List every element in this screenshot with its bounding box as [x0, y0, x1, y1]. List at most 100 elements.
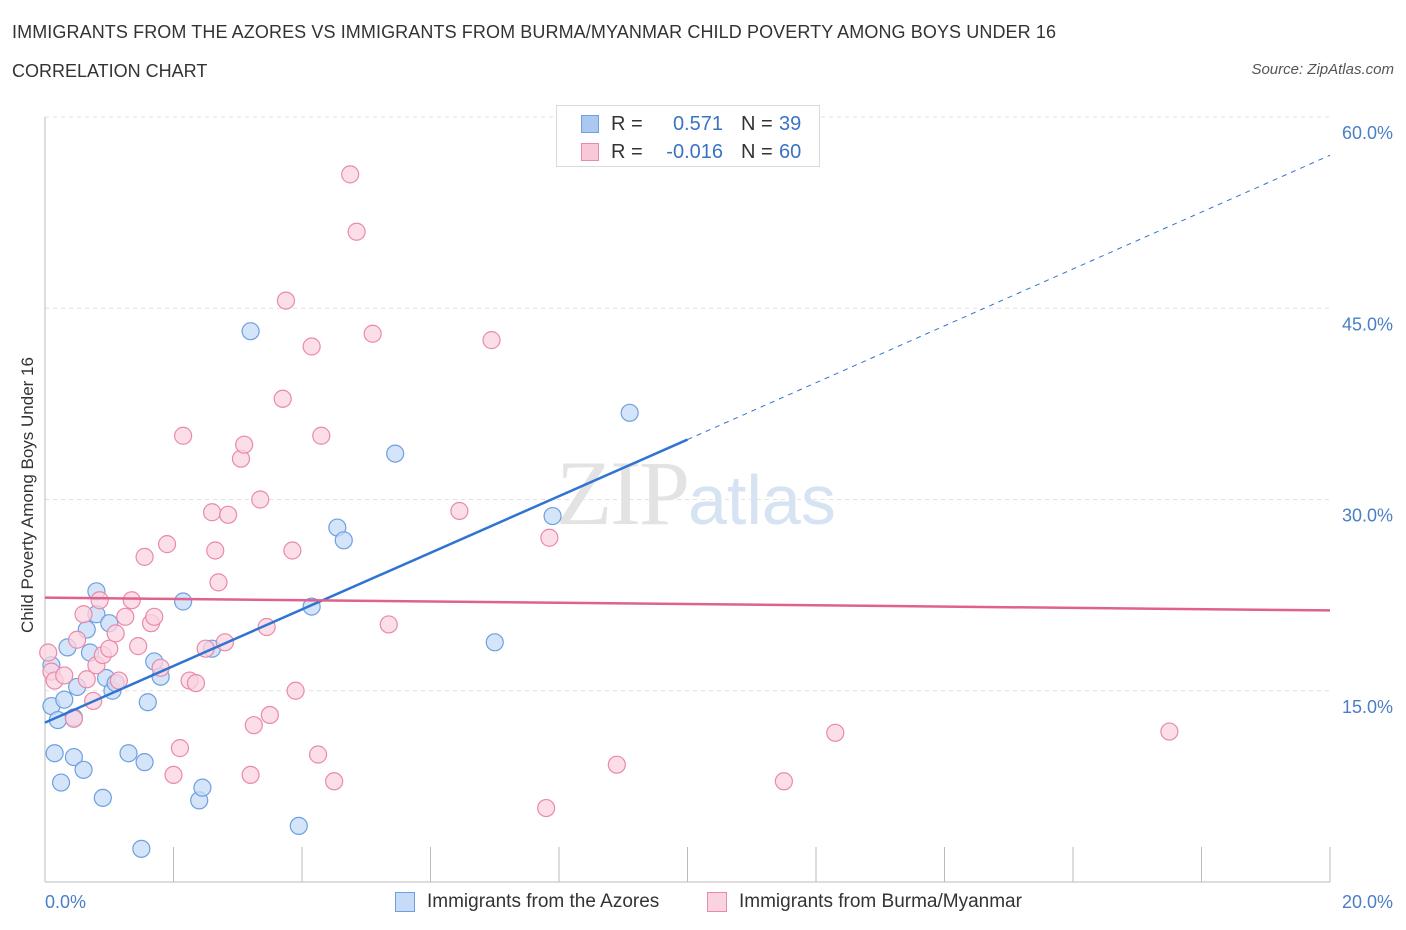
legend-n-value: 39	[779, 112, 802, 135]
point-azores	[93, 788, 112, 807]
point-burma	[74, 605, 93, 624]
point-burma	[39, 643, 58, 662]
legend-row-azores: R = 0.571 N = 39	[581, 112, 801, 136]
point-azores	[543, 506, 562, 526]
point-azores	[74, 760, 93, 779]
x-tick-label: 20.0%	[1342, 892, 1393, 912]
y-tick-label: 45.0%	[1342, 314, 1393, 334]
trend-line-burma	[44, 596, 1331, 612]
y-axis-label: Child Poverty Among Boys Under 16	[18, 357, 37, 633]
trend-line-azores	[44, 438, 689, 724]
point-azores	[138, 693, 157, 712]
point-burma	[302, 337, 321, 356]
point-burma	[260, 705, 279, 725]
point-burma	[379, 615, 398, 634]
legend-n-label: N =	[741, 112, 773, 135]
point-azores	[51, 773, 71, 792]
y-tick-label: 15.0%	[1342, 697, 1393, 717]
bottom-legend-label-azores: Immigrants from the Azores	[427, 891, 660, 912]
point-burma	[244, 716, 263, 735]
point-burma	[450, 501, 469, 521]
point-burma	[129, 637, 148, 656]
point-burma	[206, 541, 225, 560]
point-azores	[45, 744, 64, 763]
point-burma	[312, 426, 331, 445]
point-burma	[482, 331, 501, 350]
point-burma	[286, 681, 305, 700]
bottom-legend-azores: Immigrants from the Azores	[395, 889, 659, 915]
legend-swatch-burma	[581, 143, 599, 161]
point-burma	[363, 324, 382, 343]
correlation-legend: R = 0.571 N = 39 R = -0.016 N = 60	[556, 105, 820, 167]
point-burma	[235, 435, 254, 454]
point-burma	[251, 490, 270, 509]
chart-title: IMMIGRANTS FROM THE AZORES VS IMMIGRANTS…	[12, 22, 1057, 42]
point-azores	[55, 690, 74, 709]
point-azores	[193, 778, 212, 797]
point-burma	[145, 607, 164, 626]
point-burma	[135, 547, 154, 566]
legend-swatch-azores	[581, 115, 599, 133]
legend-r-value: 0.571	[672, 112, 723, 135]
point-burma	[209, 573, 228, 592]
point-burma	[164, 765, 183, 785]
bottom-legend-swatch-burma	[707, 892, 727, 912]
point-burma	[607, 755, 626, 774]
x-tick-label: 0.0%	[45, 892, 86, 912]
point-burma	[106, 624, 125, 643]
point-azores	[174, 592, 193, 611]
point-burma	[308, 745, 328, 764]
point-burma	[1160, 722, 1179, 741]
y-tick-label: 60.0%	[1342, 123, 1393, 143]
point-azores	[485, 633, 504, 652]
point-burma	[273, 389, 292, 408]
point-burma	[170, 739, 190, 758]
point-burma	[283, 541, 302, 560]
legend-n-label: N =	[741, 140, 773, 163]
point-burma	[202, 503, 222, 522]
watermark-zip: ZIP	[556, 442, 690, 544]
point-burma	[77, 670, 96, 689]
point-burma	[774, 772, 793, 791]
point-azores	[334, 531, 353, 550]
bottom-legend-burma: Immigrants from Burma/Myanmar	[707, 889, 1022, 915]
point-azores	[289, 816, 308, 836]
point-burma	[537, 798, 556, 818]
point-burma	[186, 673, 206, 693]
point-azores	[386, 444, 405, 463]
point-burma	[276, 291, 296, 310]
point-azores	[64, 747, 84, 767]
point-azores	[119, 744, 138, 763]
point-burma	[241, 765, 260, 785]
source-credit: Source: ZipAtlas.com	[1251, 61, 1394, 78]
point-burma	[116, 607, 135, 626]
bottom-legend-label-burma: Immigrants from Burma/Myanmar	[739, 891, 1022, 912]
point-burma	[122, 591, 141, 610]
chart-subtitle: CORRELATION CHART	[12, 61, 208, 81]
point-burma	[174, 426, 193, 445]
point-burma	[219, 505, 238, 524]
point-burma	[68, 630, 87, 649]
legend-r-label: R =	[611, 112, 643, 135]
point-burma	[826, 723, 845, 742]
point-azores	[620, 403, 639, 422]
point-burma	[100, 639, 119, 658]
bottom-legend-swatch-azores	[395, 892, 415, 912]
point-azores	[241, 322, 260, 341]
legend-row-burma: R = -0.016 N = 60	[581, 140, 801, 164]
legend-r-value: -0.016	[666, 140, 723, 163]
point-burma	[90, 591, 109, 610]
point-burma	[540, 528, 559, 547]
point-burma	[347, 222, 366, 241]
point-burma	[341, 165, 360, 184]
point-azores	[135, 753, 154, 772]
trend-line-azores-extension	[687, 154, 1331, 441]
point-azores	[132, 839, 151, 858]
point-burma	[55, 666, 74, 685]
legend-r-label: R =	[611, 140, 643, 163]
point-burma	[157, 535, 177, 554]
point-burma	[325, 772, 344, 791]
legend-n-value: 60	[779, 140, 802, 163]
y-tick-label: 30.0%	[1342, 506, 1393, 526]
